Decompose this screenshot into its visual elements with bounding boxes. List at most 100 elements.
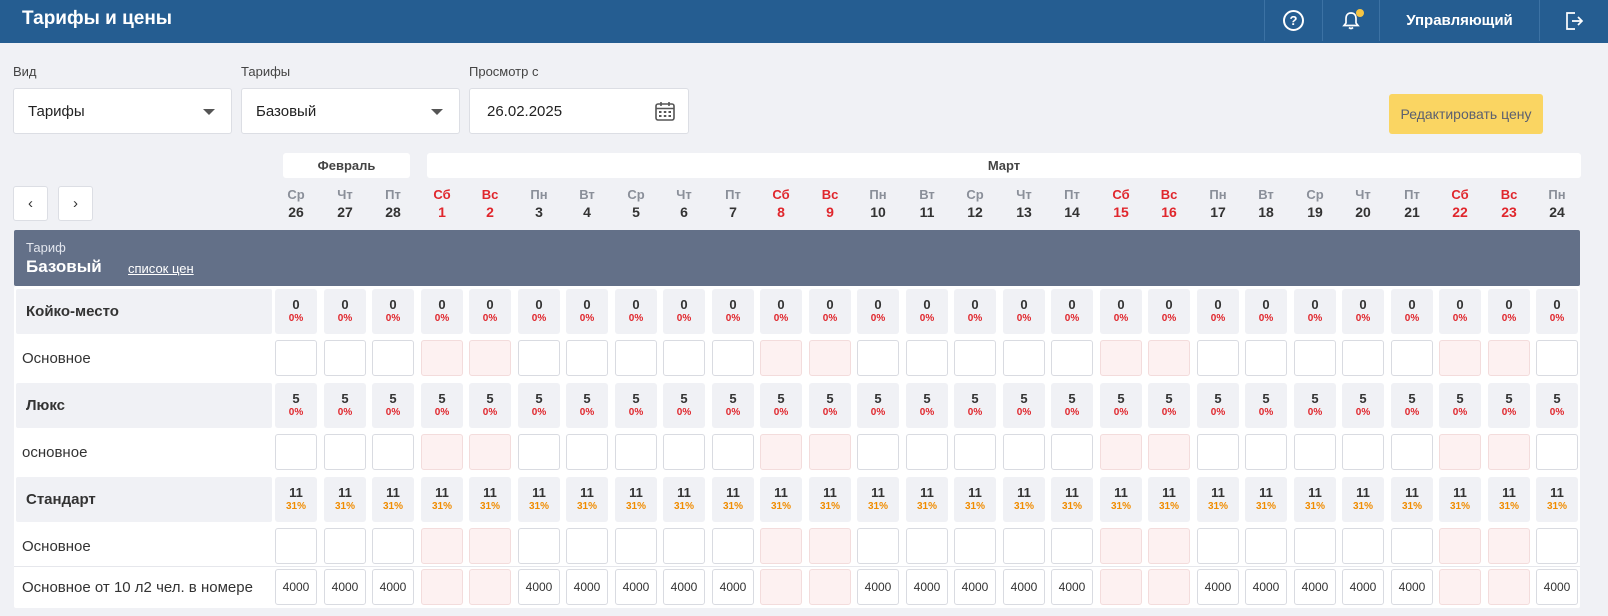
price-cell[interactable] — [615, 528, 657, 564]
price-cell[interactable] — [469, 340, 511, 376]
calendar-icon[interactable] — [654, 100, 676, 122]
price-cell[interactable] — [275, 340, 317, 376]
price-cell[interactable] — [615, 434, 657, 470]
price-cell[interactable]: 4000 — [906, 569, 948, 605]
price-cell[interactable]: 4000 — [1536, 569, 1578, 605]
price-cell[interactable] — [1488, 340, 1530, 376]
price-cell[interactable] — [421, 569, 463, 605]
price-cell[interactable] — [760, 528, 802, 564]
price-cell[interactable] — [1294, 340, 1336, 376]
price-cell[interactable] — [566, 528, 608, 564]
price-list-link[interactable]: список цен — [128, 261, 194, 276]
price-cell[interactable] — [760, 340, 802, 376]
price-cell[interactable] — [421, 528, 463, 564]
price-cell[interactable] — [857, 340, 899, 376]
price-cell[interactable] — [1342, 434, 1384, 470]
price-cell[interactable] — [1197, 434, 1239, 470]
price-cell[interactable] — [906, 528, 948, 564]
price-cell[interactable]: 4000 — [566, 569, 608, 605]
price-cell[interactable] — [1148, 340, 1190, 376]
price-cell[interactable] — [1536, 340, 1578, 376]
price-cell[interactable] — [1391, 340, 1433, 376]
price-cell[interactable] — [906, 434, 948, 470]
price-cell[interactable]: 4000 — [857, 569, 899, 605]
price-cell[interactable] — [1391, 528, 1433, 564]
price-cell[interactable]: 4000 — [954, 569, 996, 605]
price-cell[interactable] — [1100, 528, 1142, 564]
price-cell[interactable]: 4000 — [712, 569, 754, 605]
price-cell[interactable] — [469, 569, 511, 605]
price-cell[interactable] — [809, 528, 851, 564]
price-cell[interactable] — [906, 340, 948, 376]
tariffs-select[interactable]: Базовый — [241, 88, 460, 134]
notifications-button[interactable] — [1322, 0, 1379, 41]
price-cell[interactable] — [372, 528, 414, 564]
price-cell[interactable] — [421, 434, 463, 470]
price-cell[interactable] — [663, 434, 705, 470]
price-cell[interactable] — [760, 569, 802, 605]
edit-price-button[interactable]: Редактировать цену — [1389, 94, 1543, 134]
price-cell[interactable] — [1051, 340, 1093, 376]
price-cell[interactable] — [1148, 434, 1190, 470]
price-cell[interactable] — [324, 528, 366, 564]
price-cell[interactable] — [1536, 434, 1578, 470]
price-cell[interactable] — [324, 340, 366, 376]
price-cell[interactable] — [1003, 528, 1045, 564]
price-cell[interactable] — [1100, 434, 1142, 470]
price-cell[interactable] — [712, 528, 754, 564]
price-cell[interactable] — [1197, 528, 1239, 564]
price-cell[interactable] — [518, 340, 560, 376]
price-cell[interactable] — [809, 340, 851, 376]
prev-period-button[interactable]: ‹ — [13, 186, 48, 221]
price-cell[interactable] — [1100, 340, 1142, 376]
price-cell[interactable] — [275, 528, 317, 564]
price-cell[interactable] — [809, 434, 851, 470]
price-cell[interactable]: 4000 — [615, 569, 657, 605]
price-cell[interactable] — [1536, 528, 1578, 564]
price-cell[interactable] — [1439, 340, 1481, 376]
price-cell[interactable] — [954, 434, 996, 470]
price-cell[interactable]: 4000 — [1294, 569, 1336, 605]
price-cell[interactable] — [1439, 528, 1481, 564]
price-cell[interactable]: 4000 — [1197, 569, 1239, 605]
next-period-button[interactable]: › — [58, 186, 93, 221]
price-cell[interactable] — [1391, 434, 1433, 470]
price-cell[interactable] — [372, 340, 414, 376]
price-cell[interactable]: 4000 — [324, 569, 366, 605]
price-cell[interactable] — [809, 569, 851, 605]
price-cell[interactable] — [1342, 340, 1384, 376]
price-cell[interactable] — [954, 528, 996, 564]
price-cell[interactable] — [421, 340, 463, 376]
price-cell[interactable] — [1003, 340, 1045, 376]
price-cell[interactable] — [1148, 569, 1190, 605]
price-cell[interactable] — [712, 434, 754, 470]
price-cell[interactable] — [857, 528, 899, 564]
price-cell[interactable] — [1197, 340, 1239, 376]
price-cell[interactable] — [469, 528, 511, 564]
price-cell[interactable] — [1245, 340, 1287, 376]
price-cell[interactable]: 4000 — [1051, 569, 1093, 605]
price-cell[interactable] — [1439, 434, 1481, 470]
price-cell[interactable]: 4000 — [1245, 569, 1287, 605]
price-cell[interactable]: 4000 — [1391, 569, 1433, 605]
help-button[interactable]: ? — [1264, 0, 1322, 41]
price-cell[interactable] — [518, 528, 560, 564]
price-cell[interactable] — [1488, 528, 1530, 564]
price-cell[interactable] — [1148, 528, 1190, 564]
price-cell[interactable] — [275, 434, 317, 470]
price-cell[interactable] — [712, 340, 754, 376]
price-cell[interactable] — [566, 434, 608, 470]
price-cell[interactable]: 4000 — [275, 569, 317, 605]
price-cell[interactable] — [1245, 434, 1287, 470]
user-menu[interactable]: Управляющий — [1379, 0, 1539, 41]
price-cell[interactable] — [954, 340, 996, 376]
price-cell[interactable] — [469, 434, 511, 470]
view-select[interactable]: Тарифы — [13, 88, 232, 134]
price-cell[interactable]: 4000 — [663, 569, 705, 605]
price-cell[interactable] — [566, 340, 608, 376]
price-cell[interactable] — [1488, 569, 1530, 605]
price-cell[interactable] — [1488, 434, 1530, 470]
price-cell[interactable] — [615, 340, 657, 376]
from-date-input[interactable]: 26.02.2025 — [469, 88, 689, 134]
price-cell[interactable] — [1003, 434, 1045, 470]
